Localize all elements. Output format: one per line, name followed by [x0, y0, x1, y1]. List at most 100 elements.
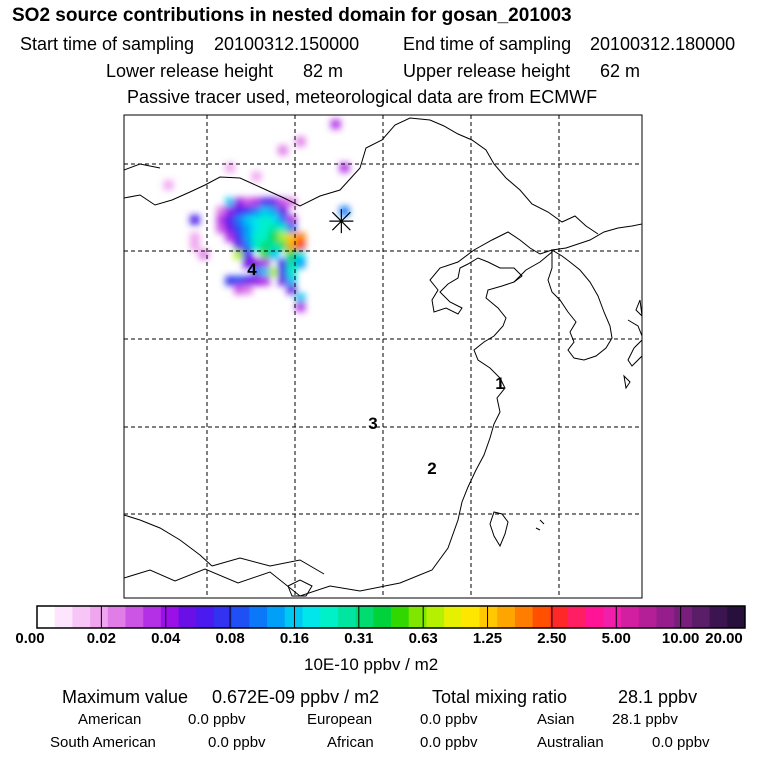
concentration-cell: [163, 258, 174, 269]
colorbar-tick-label: 2.50: [537, 630, 567, 647]
colorbar-swatch: [426, 606, 445, 628]
concentration-cell: [234, 284, 244, 295]
concentration-cell: [278, 223, 288, 234]
concentration-cell: [269, 241, 279, 251]
colorbar-swatch: [337, 606, 357, 628]
border-china-vietnam: [211, 557, 325, 575]
concentration-cells: [163, 119, 350, 312]
concentration-cell: [339, 206, 350, 217]
concentration-cell: [286, 215, 297, 225]
concentration-cell: [260, 206, 271, 217]
colorbar-swatch: [568, 606, 587, 628]
colorbar-tick-label: 0.00: [15, 630, 45, 647]
border-china-korea: [513, 251, 553, 283]
colorbar-swatch: [231, 606, 250, 628]
colorbar-swatch: [355, 606, 374, 628]
concentration-cell: [242, 215, 253, 225]
colorbar-unit: 10E-10 ppbv / m2: [304, 655, 439, 674]
colorbar-swatch: [284, 606, 303, 628]
concentration-cell: [225, 223, 235, 234]
colorbar-swatch: [249, 606, 268, 628]
concentration-cell: [278, 232, 288, 243]
concentration-cell: [260, 258, 271, 269]
upper-release-value: 62 m: [600, 61, 641, 81]
concentration-cell: [286, 258, 297, 269]
concentration-cell: [225, 197, 235, 208]
colorbar-swatch: [320, 606, 339, 628]
tracer-note: Passive tracer used, meteorological data…: [127, 87, 598, 107]
colorbar: [36, 605, 746, 629]
concentration-cell: [286, 223, 297, 234]
concentration-cell: [260, 249, 271, 260]
colorbar-swatch: [90, 606, 109, 628]
concentration-cell: [216, 215, 227, 225]
concentration-cell: [269, 215, 279, 225]
lower-release-label: Lower release height: [106, 61, 274, 81]
colorbar-swatch: [302, 606, 321, 628]
concentration-cell: [242, 284, 253, 295]
concentration-cell: [295, 136, 306, 147]
colorbar-swatch: [585, 606, 604, 628]
upper-release-label: Upper release height: [403, 61, 571, 81]
concentration-cell: [242, 223, 253, 234]
border-mongolia: [124, 117, 599, 235]
start-time-label: Start time of sampling: [20, 34, 195, 54]
concentration-cell: [190, 215, 200, 225]
concentration-cell: [234, 249, 244, 260]
colorbar-swatch: [267, 606, 286, 628]
colorbar-swatch: [638, 606, 657, 628]
colorbar-swatch: [514, 606, 534, 628]
concentration-cell: [225, 215, 235, 225]
colorbar-swatch: [373, 606, 392, 628]
start-time-value: 20100312.150000: [214, 34, 360, 54]
colorbar-swatch: [727, 606, 746, 628]
concentration-cell: [269, 206, 279, 217]
colorbar-tick-label: 0.08: [215, 630, 245, 647]
colorbar-swatch: [143, 606, 162, 628]
colorbar-swatch: [160, 606, 180, 628]
concentration-cell: [260, 223, 271, 234]
concentration-cell: [163, 180, 174, 190]
concentration-cell: [269, 249, 279, 260]
concentration-cell: [269, 223, 279, 234]
concentration-cell: [216, 206, 227, 217]
colorbar-swatch: [656, 606, 675, 628]
colorbar-swatch: [37, 606, 56, 628]
concentration-cell: [234, 241, 244, 251]
concentration-cell: [225, 206, 235, 217]
australian-label: Australian: [537, 734, 604, 751]
concentration-cell: [242, 258, 253, 269]
colorbar-swatch: [196, 606, 215, 628]
concentration-cell: [269, 267, 279, 277]
concentration-cell: [269, 232, 279, 243]
max-value-label: Maximum value: [62, 687, 189, 707]
concentration-cell: [234, 232, 244, 243]
colorbar-tick-label: 0.16: [279, 630, 310, 647]
concentration-cell: [260, 241, 271, 251]
colorbar-swatch: [107, 606, 126, 628]
border-india: [124, 514, 213, 567]
colorbar-swatch: [550, 606, 569, 628]
concentration-cell: [251, 171, 262, 182]
chart-title: SO2 source contributions in nested domai…: [12, 5, 572, 26]
lat-lon-grid: [124, 115, 642, 598]
concentration-cell: [260, 275, 271, 286]
concentration-cell: [278, 275, 288, 286]
end-time-value: 20100312.180000: [590, 34, 736, 54]
colorbar-tick-label: 5.00: [601, 630, 631, 647]
african-value: 0.0 ppbv: [420, 734, 478, 751]
receptor-star-stroke: [331, 211, 351, 231]
south-american-value: 0.0 ppbv: [208, 734, 266, 751]
receptor-marker: [329, 209, 354, 234]
colorbar-tick-label: 1.25: [472, 630, 503, 647]
source-label-1: 1: [495, 374, 504, 393]
colorbar-swatch: [391, 606, 410, 628]
colorbar-tick-label: 10.00: [661, 630, 700, 647]
concentration-cell: [278, 206, 288, 217]
concentration-cell: [286, 249, 297, 260]
coastline-hainan: [287, 579, 313, 597]
max-value: 0.672E-09 ppbv / m2: [212, 687, 380, 707]
coastline-taiwan: [489, 511, 509, 548]
colorbar-swatch: [408, 606, 427, 628]
